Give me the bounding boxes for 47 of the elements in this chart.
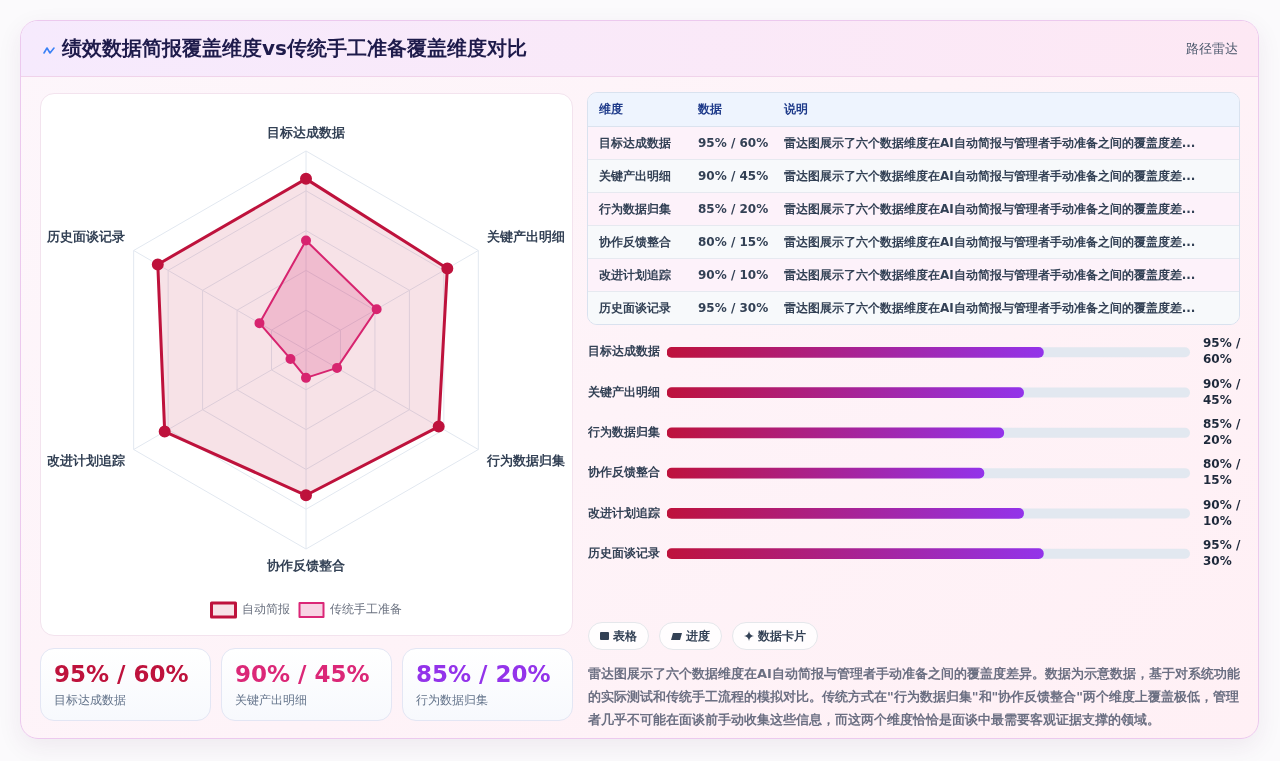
text: 路径雷达 <box>1186 40 1238 58</box>
y-tick-label: 目标达成数据 <box>588 344 660 359</box>
spoke-label: 历史面谈记录 <box>46 229 125 245</box>
text: 85% / 20% <box>416 660 551 689</box>
text: 关键产出明细 <box>235 692 307 708</box>
text: 雷达图展示了六个数据维度在AI自动简报与管理者手动准备之间的覆盖度差异。数据为示意数据，基于对系统功能的实际测试和传统手工流程的模拟对比。传统方式在"行为数据归集"和"协作反馈整合"两个维度上覆盖极低，管理者几乎不可能在面谈前手动收集这些信息，而这两个维度恰恰是面谈中最需要客观证据支撑的领域。 <box>588 665 1240 729</box>
text: 95% / 60% <box>54 660 189 689</box>
data-label: 90% / 10% <box>1203 497 1241 528</box>
data-label: 95% / 30% <box>1203 537 1241 568</box>
y-tick-label: 历史面谈记录 <box>587 545 660 560</box>
y-tick-label: 协作反馈整合 <box>587 465 661 480</box>
y-tick-label: 改进计划追踪 <box>588 505 660 520</box>
text: 目标达成数据 <box>54 692 126 708</box>
text: 雷达图展示了六个数据维度在AI自动简报与管理者手动准备之间的覆盖度差... <box>784 266 1197 284</box>
text: 80% / 15% <box>698 235 770 249</box>
text: 雷达图展示了六个数据维度在AI自动简报与管理者手动准备之间的覆盖度差... <box>784 134 1197 152</box>
text: 说明 <box>784 101 809 118</box>
data-label: 95% / 60% <box>1203 336 1241 367</box>
chart-title: 绩效数据简报覆盖维度vs传统手工准备覆盖维度对比 <box>62 35 527 61</box>
text: 行为数据归集 <box>416 692 488 708</box>
text: 数据 <box>698 101 723 118</box>
spoke-label: 协作反馈整合 <box>266 557 345 573</box>
text: 数据卡片 <box>758 628 806 644</box>
text: 维度 <box>598 101 624 118</box>
data-label: 90% / 45% <box>1203 376 1241 407</box>
y-tick-label: 行为数据归集 <box>587 424 660 439</box>
legend-label: 传统手工准备 <box>329 602 402 617</box>
text: 进度 <box>686 628 710 644</box>
text: 雷达图展示了六个数据维度在AI自动简报与管理者手动准备之间的覆盖度差... <box>784 200 1197 218</box>
spoke-label: 改进计划追踪 <box>47 453 125 469</box>
text: 90% / 10% <box>698 268 770 282</box>
data-label: 85% / 20% <box>1203 416 1241 447</box>
spoke-label: 行为数据归集 <box>486 453 565 469</box>
text: 85% / 20% <box>698 202 770 216</box>
text: 表格 <box>613 628 637 644</box>
text: 95% / 30% <box>698 301 770 315</box>
text: 雷达图展示了六个数据维度在AI自动简报与管理者手动准备之间的覆盖度差... <box>784 299 1197 317</box>
spoke-label: 关键产出明细 <box>486 229 565 245</box>
legend-label: 自动简报 <box>241 602 290 617</box>
text: 95% / 60% <box>698 136 770 150</box>
text: 雷达图展示了六个数据维度在AI自动简报与管理者手动准备之间的覆盖度差... <box>784 233 1197 251</box>
text: 90% / 45% <box>235 660 370 689</box>
spoke-label: 目标达成数据 <box>267 124 345 140</box>
data-label: 80% / 15% <box>1203 457 1241 488</box>
text: 雷达图展示了六个数据维度在AI自动简报与管理者手动准备之间的覆盖度差... <box>784 167 1197 185</box>
y-tick-label: 关键产出明细 <box>587 384 660 399</box>
text: 90% / 45% <box>698 169 770 183</box>
